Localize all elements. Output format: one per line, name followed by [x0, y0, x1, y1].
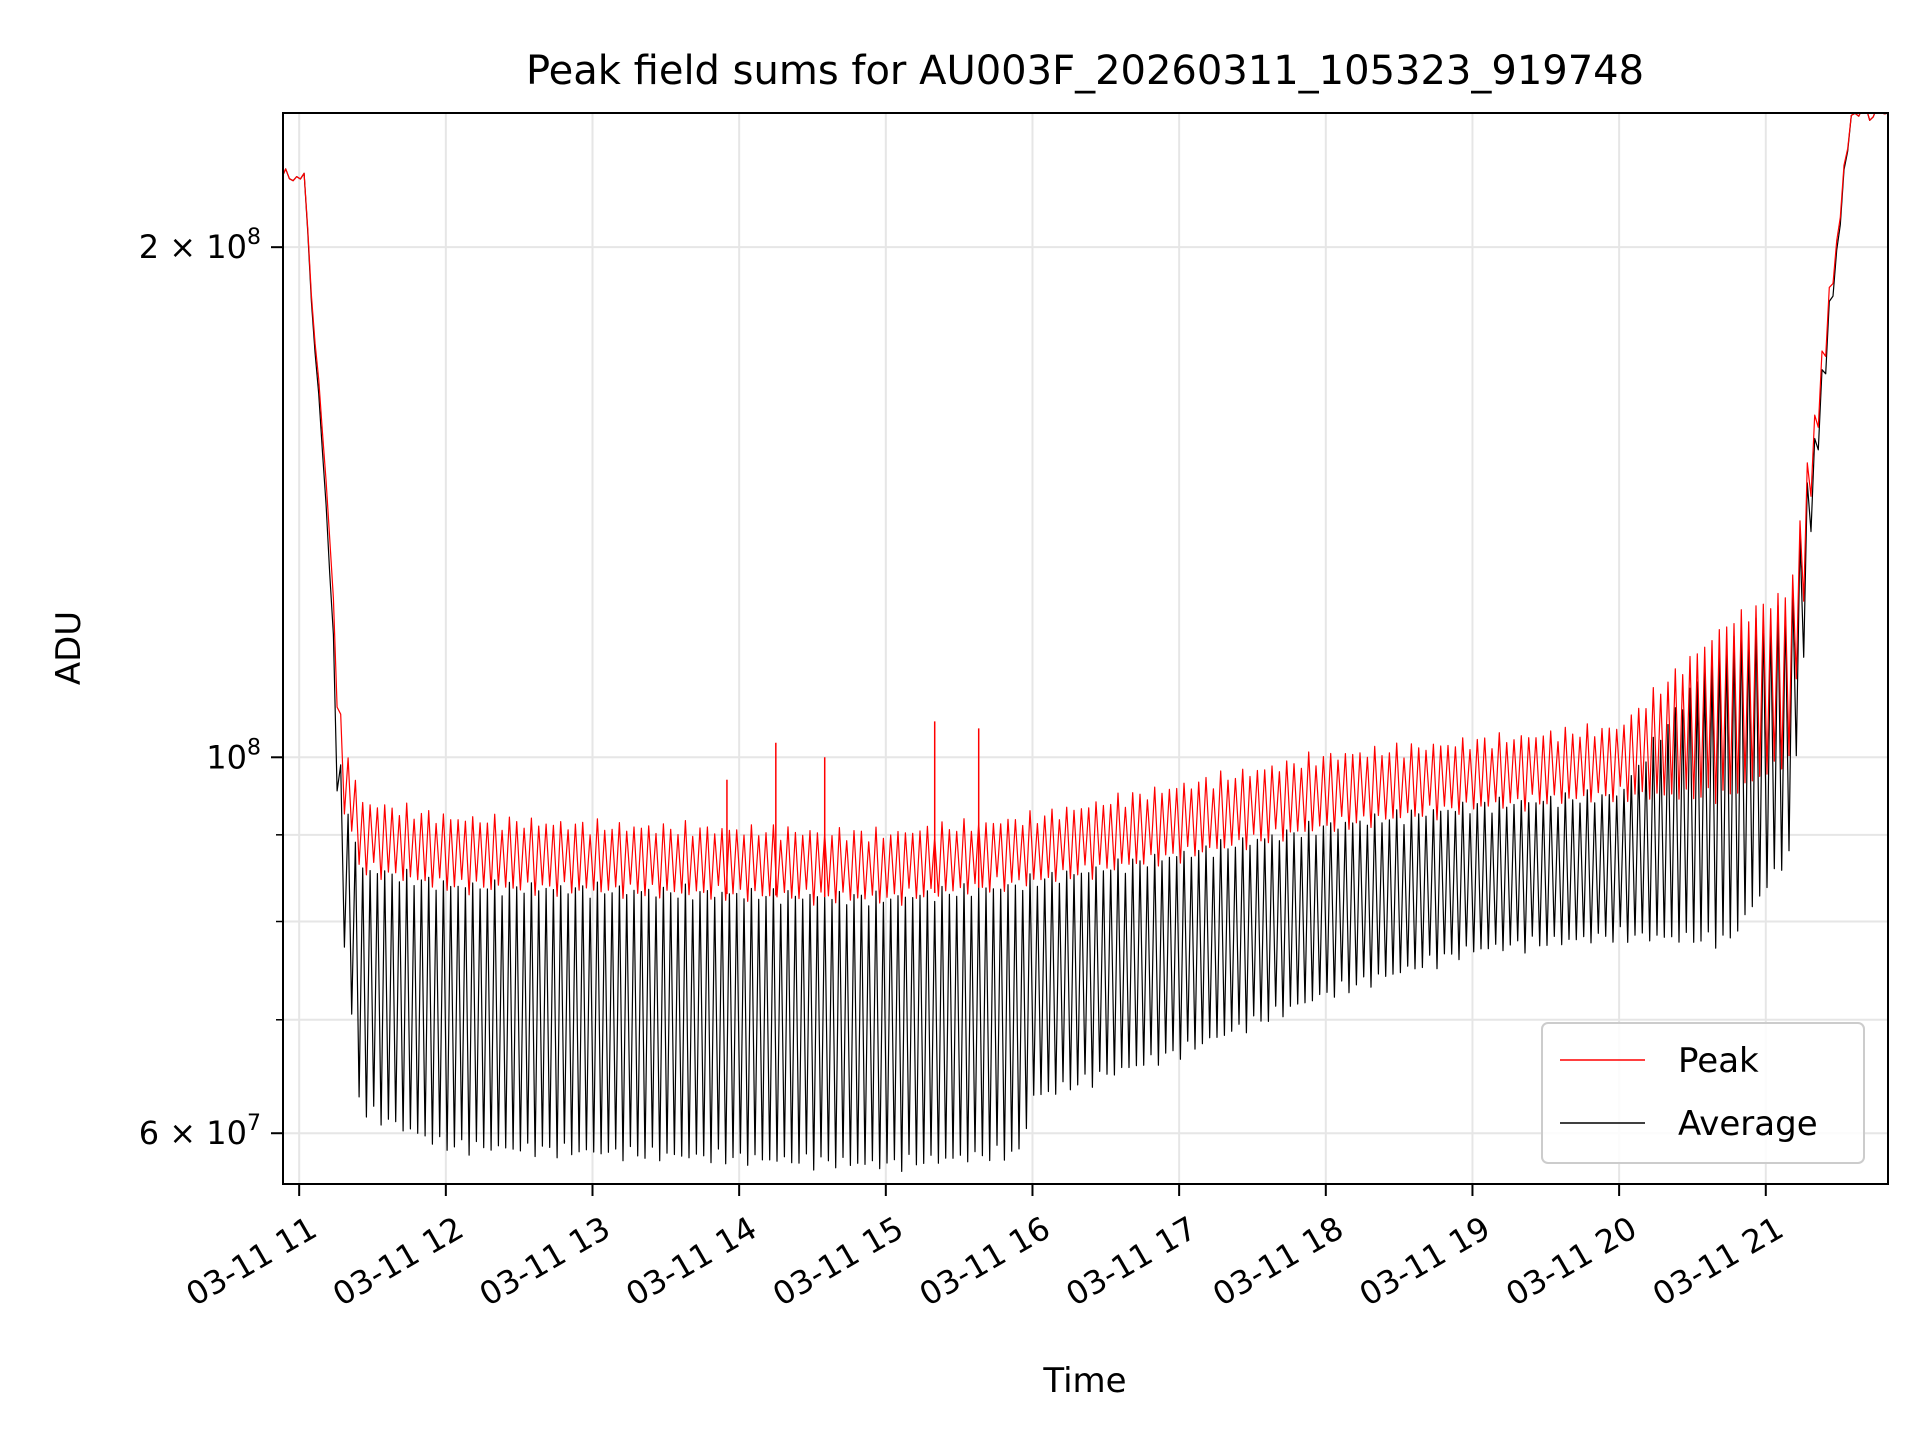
x-axis-title: Time: [1042, 1361, 1126, 1401]
plot-area: [283, 113, 1888, 1173]
legend: Peak Average: [1541, 1022, 1865, 1164]
y-tick-label: 6 × 107: [139, 1111, 261, 1152]
plot-frame: [282, 112, 1889, 1185]
y-axis-title: ADU: [49, 611, 89, 685]
chart-title: Peak field sums for AU003F_20260311_1053…: [526, 48, 1644, 94]
legend-label-peak: Peak: [1678, 1041, 1759, 1081]
legend-label-average: Average: [1678, 1104, 1818, 1144]
legend-box: [1541, 1022, 1865, 1164]
series-line-peak: [283, 113, 1888, 906]
y-tick-label: 2 × 108: [139, 225, 261, 266]
series-line-average: [283, 113, 1888, 1173]
